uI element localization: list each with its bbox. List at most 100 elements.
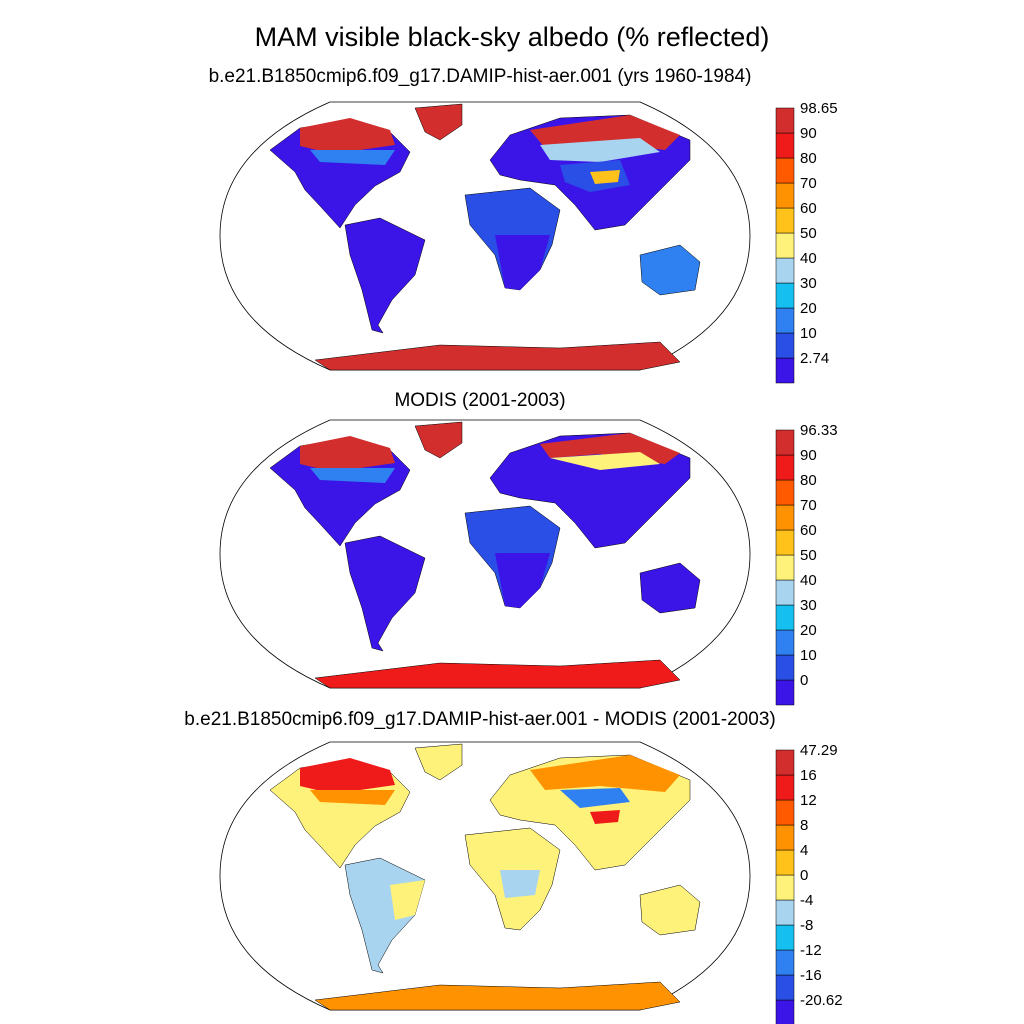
antarctica-land xyxy=(314,659,681,689)
colorbar-label: 8 xyxy=(800,817,809,834)
colorbar-segment xyxy=(775,749,795,776)
colorbar-segment xyxy=(775,899,795,926)
colorbar-label: 40 xyxy=(800,572,817,589)
colorbar-segment xyxy=(775,479,795,506)
tibet-red xyxy=(590,810,620,824)
north-america-north xyxy=(300,758,395,792)
colorbar-segment xyxy=(775,232,795,259)
africa-south xyxy=(495,235,550,290)
colorbar-segment xyxy=(775,207,795,234)
colorbar-label: 30 xyxy=(800,275,817,292)
colorbar-segment xyxy=(775,107,795,134)
colorbar-obs xyxy=(775,429,795,706)
eurasia-north-band xyxy=(530,755,680,792)
colorbar-segment xyxy=(775,157,795,184)
colorbar-label: 90 xyxy=(800,447,817,464)
colorbar-label: 12 xyxy=(800,792,817,809)
colorbar-label: 30 xyxy=(800,597,817,614)
colorbar-label: -4 xyxy=(800,892,814,909)
eurasia-blue-band xyxy=(560,788,630,808)
colorbar-segment xyxy=(775,579,795,606)
colorbar-segment xyxy=(775,332,795,359)
panel-title-model: b.e21.B1850cmip6.f09_g17.DAMIP-hist-aer.… xyxy=(208,66,752,87)
colorbar-label: 2.74 xyxy=(800,350,830,367)
greenland-land xyxy=(414,743,463,781)
tibet-snow xyxy=(590,170,620,184)
colorbar-label: 70 xyxy=(800,497,817,514)
colorbar-label: -20.62 xyxy=(800,992,843,1009)
colorbar-label: -8 xyxy=(800,917,814,934)
antarctica-land xyxy=(314,981,681,1011)
figure-title: MAM visible black-sky albedo (% reflecte… xyxy=(254,22,770,52)
colorbar-segment xyxy=(775,654,795,681)
north-america-band xyxy=(310,790,395,805)
colorbar-label: 0 xyxy=(800,672,809,689)
colorbar-segment xyxy=(775,679,795,706)
panel-title-diff: b.e21.B1850cmip6.f09_g17.DAMIP-hist-aer.… xyxy=(184,709,776,730)
colorbar-label: -16 xyxy=(800,967,822,984)
colorbar-label: 98.65 xyxy=(800,100,838,117)
colorbar-label: 47.29 xyxy=(800,742,838,759)
panel-title-obs: MODIS (2001-2003) xyxy=(394,390,566,411)
colorbar-label: 90 xyxy=(800,125,817,142)
colorbar-segment xyxy=(775,504,795,531)
map-group-obs xyxy=(219,419,751,689)
colorbar-segment xyxy=(775,454,795,481)
north-america-north xyxy=(300,118,395,152)
colorbar-label: 10 xyxy=(800,647,817,664)
colorbar-segment xyxy=(775,282,795,309)
colorbar-segment xyxy=(775,604,795,631)
colorbar-label: 10 xyxy=(800,325,817,342)
australia-land xyxy=(639,562,701,614)
eurasia-mid-band xyxy=(550,452,660,470)
colorbar-label: 60 xyxy=(800,200,817,217)
north-america-north xyxy=(300,436,395,470)
colorbar-segment xyxy=(775,629,795,656)
colorbar-label: 20 xyxy=(800,300,817,317)
colorbar-segment xyxy=(775,529,795,556)
map-group-model xyxy=(219,101,751,371)
colorbar-segment xyxy=(775,799,795,826)
colorbar-segment xyxy=(775,949,795,976)
colorbar-label: 0 xyxy=(800,867,809,884)
colorbar-label: 16 xyxy=(800,767,817,784)
colorbar-segment xyxy=(775,874,795,901)
africa-south xyxy=(495,553,550,608)
colorbar-segment xyxy=(775,357,795,384)
colorbar-segment xyxy=(775,774,795,801)
colorbar-label: 60 xyxy=(800,522,817,539)
colorbar-label: 80 xyxy=(800,150,817,167)
colorbar-label: 4 xyxy=(800,842,809,859)
north-america-band xyxy=(310,150,395,165)
colorbar-label: 20 xyxy=(800,622,817,639)
greenland-land xyxy=(414,103,463,141)
colorbar-segment xyxy=(775,257,795,284)
colorbar-segment xyxy=(775,974,795,1001)
colorbar-segment xyxy=(775,849,795,876)
colorbar-segment xyxy=(775,429,795,456)
colorbar-segment xyxy=(775,307,795,334)
colorbar-diff xyxy=(775,749,795,1024)
north-america-band xyxy=(310,468,395,483)
map-group-diff xyxy=(219,741,751,1011)
colorbar-label: 96.33 xyxy=(800,422,838,439)
colorbar-segment xyxy=(775,554,795,581)
eurasia-mid-band xyxy=(540,138,660,162)
colorbar-model xyxy=(775,107,795,384)
australia-land xyxy=(639,884,701,936)
south-america-east xyxy=(390,880,425,920)
colorbar-segment xyxy=(775,999,795,1024)
colorbar-label: 40 xyxy=(800,250,817,267)
australia-land xyxy=(639,244,701,296)
colorbar-label: 50 xyxy=(800,225,817,242)
colorbar-label: -12 xyxy=(800,942,822,959)
colorbar-segment xyxy=(775,924,795,951)
africa-central xyxy=(500,870,540,898)
colorbar-label: 70 xyxy=(800,175,817,192)
colorbar-label: 80 xyxy=(800,472,817,489)
colorbar-segment xyxy=(775,132,795,159)
